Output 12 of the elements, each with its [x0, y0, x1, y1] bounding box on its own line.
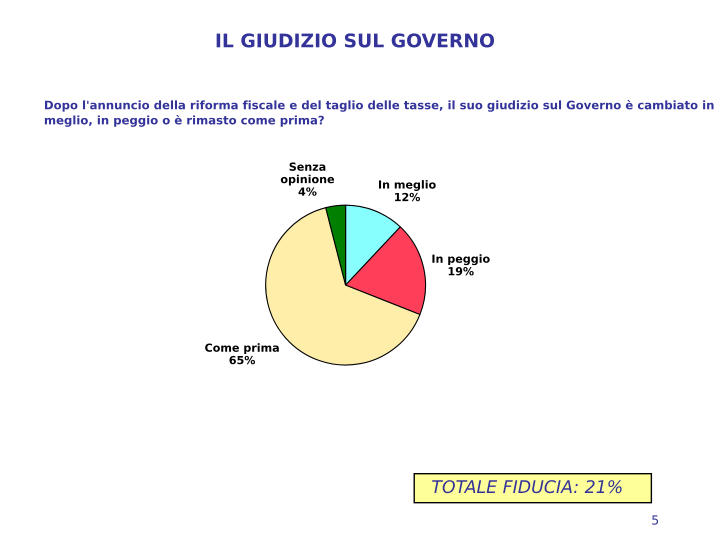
data-label: 4% [298, 187, 317, 196]
chart-title: IL GIUDIZIO SUL GOVERNO [216, 33, 494, 48]
slice-label: In meglio [378, 180, 436, 191]
chart-subtitle: Dopo l'annuncio della riforma fiscale e del taglio delle tasse, il suo giudizio sul Governo è cambiato in meglio, in peggio o è rimasto come prima? [44, 100, 714, 127]
data-label: 19% [448, 267, 474, 276]
slice-label: Come prima [205, 343, 279, 354]
text: TOTALE FIDUCIA: 21% [432, 480, 622, 494]
slice-label: Senza opinione [280, 162, 334, 186]
text: 5 [652, 515, 658, 525]
data-label: 12% [395, 192, 420, 202]
slice-label: In peggio [432, 254, 490, 266]
data-label: 65% [230, 356, 256, 364]
